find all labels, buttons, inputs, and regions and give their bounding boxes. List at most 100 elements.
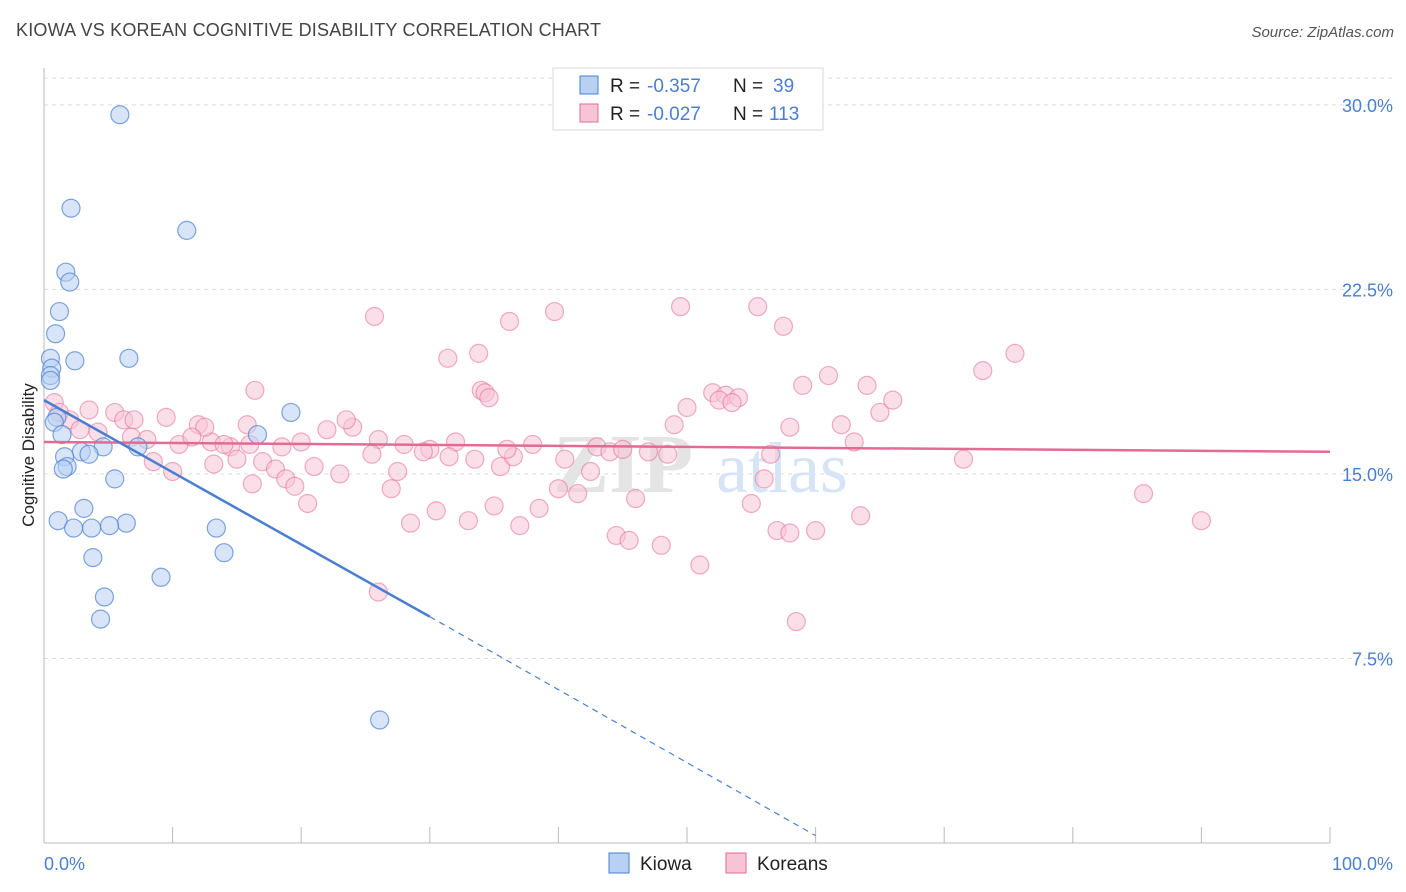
legend-kiowa-swatch bbox=[579, 75, 599, 95]
koreans-point bbox=[613, 439, 633, 459]
koreans-point bbox=[124, 410, 144, 430]
chart-source: Source: ZipAtlas.com bbox=[1251, 24, 1394, 41]
kiowa-point bbox=[370, 710, 390, 730]
kiowa-point bbox=[45, 324, 66, 344]
kiowa-point bbox=[214, 543, 234, 563]
koreans-point bbox=[805, 520, 826, 541]
koreans-point bbox=[79, 400, 99, 420]
legend-series-kiowa-swatch bbox=[608, 852, 630, 874]
kiowa-point bbox=[247, 424, 268, 445]
kiowa-point bbox=[177, 220, 197, 240]
koreans-point bbox=[285, 476, 305, 496]
koreans-point bbox=[857, 375, 877, 395]
koreans-point bbox=[658, 444, 678, 464]
koreans-point bbox=[245, 380, 265, 400]
kiowa-point bbox=[94, 587, 115, 607]
koreans-point bbox=[529, 498, 549, 518]
kiowa-point bbox=[105, 469, 125, 489]
kiowa-point bbox=[40, 370, 61, 391]
watermark: ZIP atlas bbox=[553, 418, 848, 511]
kiowa-point bbox=[63, 518, 84, 538]
koreans-point bbox=[754, 469, 774, 489]
kiowa-point bbox=[99, 516, 120, 536]
x-tick-labels: 0.0% 100.0% bbox=[44, 854, 1393, 874]
koreans-point bbox=[619, 530, 639, 550]
koreans-point bbox=[400, 513, 421, 533]
koreans-point bbox=[317, 420, 337, 440]
kiowa-point bbox=[83, 548, 103, 568]
y-tick-labels: 7.5% 15.0% 22.5% 30.0% bbox=[1342, 96, 1393, 670]
koreans-point bbox=[227, 449, 247, 469]
legend-koreans-n-value: 113 bbox=[769, 104, 799, 125]
legend-koreans-swatch bbox=[579, 103, 599, 123]
koreans-point bbox=[458, 511, 478, 531]
kiowa-point bbox=[48, 511, 68, 531]
y-tick-label: 15.0% bbox=[1342, 465, 1393, 485]
kiowa-point bbox=[206, 518, 226, 538]
koreans-point bbox=[510, 516, 530, 536]
legend-kiowa-n-value: 39 bbox=[773, 76, 794, 97]
kiowa-point bbox=[119, 348, 139, 368]
koreans-point bbox=[1133, 484, 1154, 504]
koreans-point bbox=[670, 297, 691, 317]
legend-kiowa-r-label: R = bbox=[610, 76, 640, 97]
koreans-point bbox=[677, 397, 697, 418]
kiowa-point bbox=[60, 272, 80, 292]
koreans-point bbox=[722, 393, 742, 413]
koreans-point bbox=[304, 456, 324, 477]
kiowa-point bbox=[74, 498, 94, 518]
kiowa-point bbox=[53, 459, 73, 479]
koreans-point bbox=[793, 375, 813, 395]
y-tick-label: 7.5% bbox=[1352, 649, 1393, 669]
kiowa-trend-line bbox=[43, 399, 431, 618]
legend-series-koreans-label: Koreans bbox=[757, 854, 828, 875]
kiowa-point bbox=[49, 301, 70, 322]
legend-series: Kiowa Koreans bbox=[608, 852, 828, 875]
koreans-point bbox=[272, 437, 292, 457]
legend-koreans-r-value: -0.027 bbox=[647, 104, 701, 125]
koreans-point bbox=[330, 464, 350, 484]
koreans-point bbox=[439, 447, 459, 467]
kiowa-trend-extension bbox=[429, 616, 816, 837]
koreans-point bbox=[544, 301, 565, 322]
watermark-atlas: atlas bbox=[716, 428, 848, 508]
koreans-point bbox=[953, 449, 974, 469]
koreans-trend-line bbox=[43, 440, 1331, 454]
koreans-point bbox=[195, 417, 215, 437]
koreans-point bbox=[469, 343, 489, 363]
koreans-point bbox=[741, 493, 761, 514]
x-tick-label-max: 100.0% bbox=[1332, 854, 1393, 874]
koreans-point bbox=[580, 461, 601, 482]
koreans-point bbox=[651, 535, 671, 555]
koreans-point bbox=[381, 479, 401, 499]
koreans-point bbox=[490, 456, 511, 477]
koreans-point bbox=[497, 439, 517, 459]
kiowa-point bbox=[90, 609, 111, 629]
koreans-point bbox=[364, 306, 385, 327]
koreans-point bbox=[748, 297, 768, 317]
kiowa-point bbox=[151, 567, 171, 587]
koreans-point bbox=[156, 407, 176, 427]
kiowa-point bbox=[110, 105, 130, 125]
chart-title: KIOWA VS KOREAN COGNITIVE DISABILITY COR… bbox=[16, 20, 602, 40]
kiowa-point bbox=[79, 444, 99, 464]
y-tick-label: 22.5% bbox=[1342, 280, 1393, 300]
koreans-point bbox=[291, 432, 311, 452]
koreans-point bbox=[1005, 343, 1025, 363]
y-tick-label: 30.0% bbox=[1342, 96, 1393, 116]
legend-series-kiowa-label: Kiowa bbox=[640, 854, 692, 875]
koreans-point bbox=[298, 493, 318, 514]
koreans-point bbox=[973, 361, 993, 381]
legend-kiowa-n-label: N = bbox=[733, 76, 763, 97]
koreans-point bbox=[1191, 511, 1212, 531]
x-tick-label-min: 0.0% bbox=[44, 854, 85, 874]
koreans-point bbox=[773, 316, 794, 336]
legend-koreans-r-label: R = bbox=[610, 104, 640, 125]
koreans-point bbox=[182, 427, 202, 447]
grid-layer bbox=[44, 77, 1393, 659]
koreans-point bbox=[465, 449, 485, 469]
kiowa-point bbox=[281, 402, 301, 423]
koreans-point bbox=[844, 432, 864, 452]
koreans-point bbox=[664, 415, 684, 435]
koreans-point bbox=[831, 415, 851, 435]
